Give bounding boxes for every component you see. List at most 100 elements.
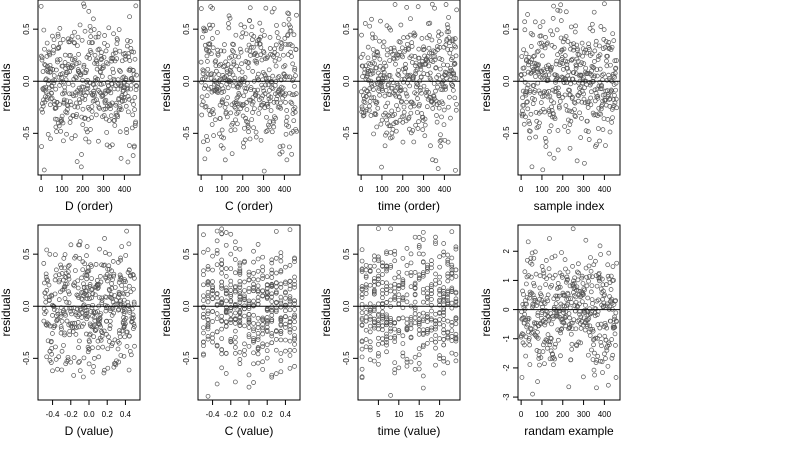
data-point [287,298,293,304]
data-point [93,327,99,332]
data-point [592,73,597,79]
data-point [414,110,420,115]
data-point [370,47,376,52]
data-point [612,324,618,330]
data-point [67,91,72,97]
data-point [453,296,459,302]
data-point [61,255,67,261]
data-point [264,342,270,348]
data-point [93,284,99,290]
data-point [251,288,256,294]
data-point [89,276,94,281]
data-point [211,133,216,138]
data-point [237,270,243,275]
data-point [97,322,103,328]
data-point [608,89,613,95]
data-point [287,74,293,80]
data-point [406,115,412,120]
data-point [92,318,98,323]
data-point [59,318,65,324]
data-point [415,126,421,131]
data-point [429,317,434,323]
data-point [219,231,225,236]
data-point [273,229,279,234]
data-point [388,335,393,341]
data-point [94,61,100,66]
data-point [598,111,603,117]
data-point [407,83,412,89]
data-point [255,277,261,283]
data-point [525,99,530,105]
data-point [77,256,82,261]
data-point [246,124,251,130]
data-point [433,324,438,330]
data-point [398,22,404,28]
data-point [238,49,244,55]
data-point [254,60,260,66]
data-point [108,90,114,96]
data-point [237,323,243,328]
x-tick-label: 0.0 [243,410,255,419]
data-point [228,312,234,317]
data-point [219,261,225,266]
data-point [601,116,607,122]
data-point [278,331,284,337]
data-point [384,280,389,286]
data-point [599,343,604,349]
data-point [415,96,420,102]
data-point [392,281,398,287]
data-point [426,63,432,69]
data-point [228,293,234,299]
y-tick-label: 0.0 [342,300,351,312]
data-point [539,264,545,269]
data-point [64,318,70,324]
data-point [260,331,266,337]
data-point [243,118,249,124]
data-point [113,102,118,108]
data-point [201,330,206,336]
data-point [76,360,81,365]
data-point [610,264,616,269]
data-point [133,83,139,88]
data-point [225,85,231,91]
data-point [126,303,131,309]
data-point [608,62,613,68]
data-point [384,268,389,274]
data-point [363,94,369,99]
data-point [452,43,457,49]
x-tick-label: 0.0 [83,410,95,419]
data-point [375,50,380,55]
data-point [202,104,208,110]
data-point [255,321,261,327]
data-point [79,296,84,301]
data-point [112,293,117,298]
data-point [412,291,418,297]
data-point [430,106,436,111]
data-point [431,94,437,99]
data-point [441,107,447,113]
data-point [598,24,604,29]
data-point [124,228,130,234]
data-point [577,311,582,317]
data-point [595,95,601,101]
data-point [66,81,71,86]
data-point [386,81,391,87]
data-point [567,88,572,93]
data-point [121,297,127,303]
data-point [604,303,610,309]
data-point [115,346,121,352]
data-point [118,107,124,112]
data-point [602,292,607,298]
data-point [426,94,432,100]
data-point [93,112,99,118]
data-point [113,362,119,368]
data-point [102,33,107,38]
data-point [287,279,293,284]
data-point [408,110,414,116]
data-point [221,64,226,70]
data-point [246,372,252,378]
data-point [579,89,585,94]
data-point [132,107,137,112]
data-point [294,128,300,134]
data-point [606,40,612,45]
